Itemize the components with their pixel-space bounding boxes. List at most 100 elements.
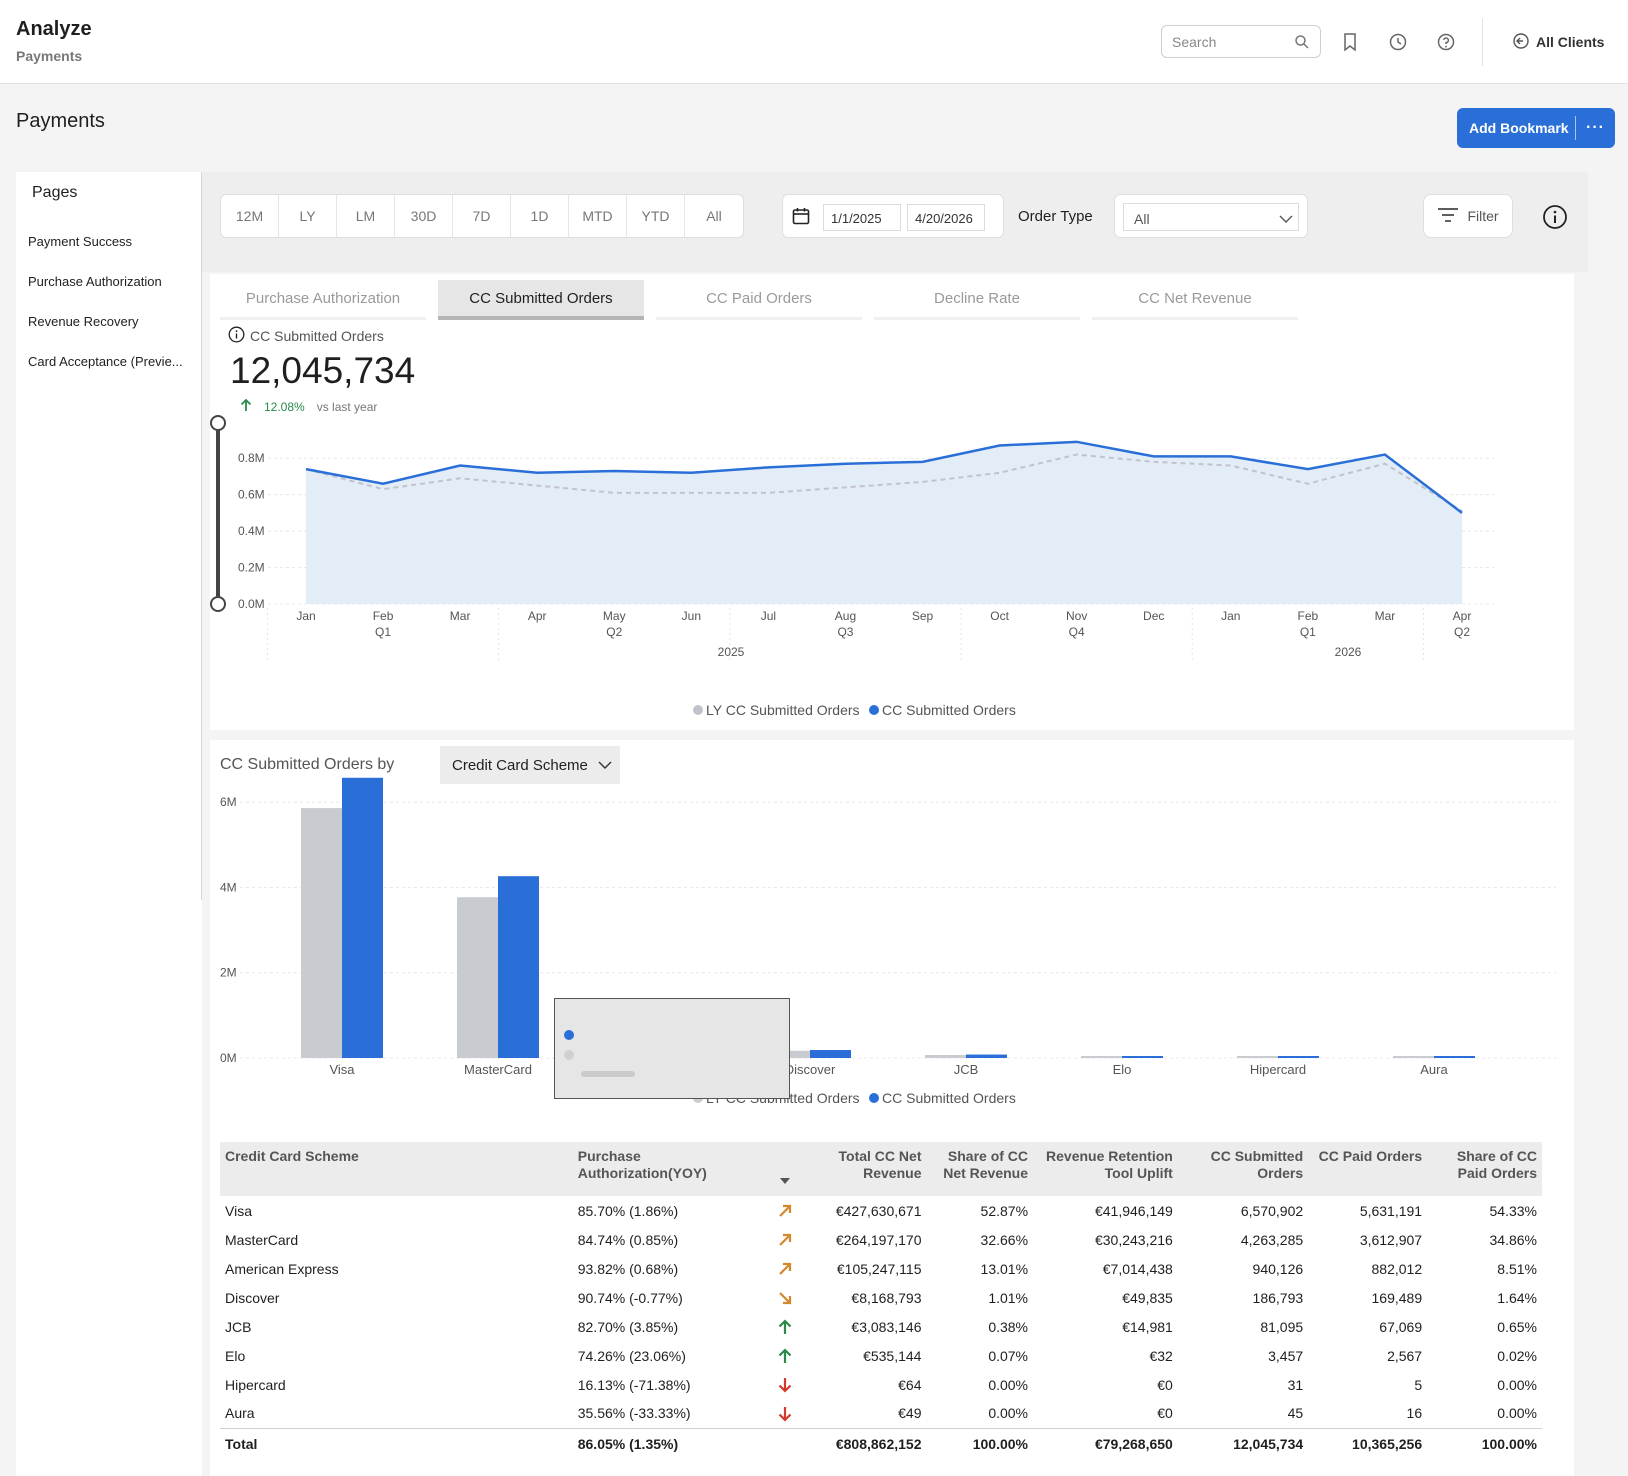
x-tick-label: Dec — [1143, 609, 1164, 623]
table-row[interactable]: Hipercard 16.13% (-71.38%) €64 0.00% €0 31 5 0.… — [220, 1370, 1542, 1399]
tooltip-blurred-text — [581, 1071, 635, 1077]
legend-current-label: CC Submitted Orders — [882, 702, 1016, 718]
arrow-up-icon — [240, 398, 252, 415]
bar-current[interactable] — [1122, 1056, 1163, 1058]
table-row[interactable]: American Express 93.82% (0.68%) €105,247,1… — [220, 1254, 1542, 1283]
info-icon[interactable] — [1542, 204, 1568, 235]
all-clients-button[interactable]: All Clients — [1512, 30, 1604, 54]
tab-cc-submitted-orders[interactable]: CC Submitted Orders — [438, 280, 644, 320]
tab-cc-net-revenue[interactable]: CC Net Revenue — [1092, 280, 1298, 320]
bar-current[interactable] — [1434, 1056, 1475, 1058]
search-icon[interactable] — [1294, 34, 1310, 55]
bar-current[interactable] — [498, 876, 539, 1058]
total-uplift: €79,268,650 — [1033, 1427, 1178, 1460]
tab-cc-paid-orders[interactable]: CC Paid Orders — [656, 280, 862, 320]
period-12m-button[interactable]: 12M — [221, 195, 279, 237]
period-ly-button[interactable]: LY — [279, 195, 337, 237]
cell-net-revenue: €427,630,671 — [835, 1202, 922, 1219]
column-header-uplift[interactable]: Revenue Retention Tool Uplift — [1033, 1142, 1178, 1196]
total-net-revenue: €808,862,152 — [805, 1427, 927, 1460]
cell-uplift: €32 — [1149, 1347, 1173, 1364]
cell-net-revenue: €3,083,146 — [851, 1318, 922, 1335]
column-header-net-revenue[interactable]: Total CC Net Revenue — [805, 1142, 927, 1196]
x-category-label: Visa — [329, 1062, 355, 1077]
column-header-paid[interactable]: CC Paid Orders — [1308, 1142, 1428, 1196]
period-mtd-button[interactable]: MTD — [569, 195, 627, 237]
cell-scheme: Elo — [225, 1347, 246, 1364]
period-lm-button[interactable]: LM — [337, 195, 395, 237]
cell-uplift: €7,014,438 — [1102, 1260, 1173, 1277]
x-tick-label: Apr — [1453, 609, 1472, 623]
table-header-row: Credit Card Scheme Purchase Authorizatio… — [220, 1142, 1542, 1196]
bar-current[interactable] — [342, 777, 383, 1058]
calendar-icon[interactable] — [791, 206, 811, 231]
bar-ly[interactable] — [301, 808, 342, 1058]
period-ytd-button[interactable]: YTD — [627, 195, 685, 237]
order-type-select[interactable]: All — [1114, 194, 1308, 238]
x-quarter-label: Q1 — [375, 625, 391, 639]
dimension-value: Credit Card Scheme — [452, 756, 588, 774]
column-header-trend[interactable] — [764, 1142, 806, 1196]
kpi-info-icon[interactable] — [228, 326, 245, 346]
bar-current[interactable] — [810, 1050, 851, 1058]
x-quarter-label: Q1 — [1300, 625, 1316, 639]
filter-button[interactable]: Filter — [1423, 194, 1513, 238]
bar-ly[interactable] — [457, 897, 498, 1058]
cell-share-revenue: 1.01% — [988, 1289, 1029, 1306]
trend-up-icon — [764, 1341, 805, 1370]
search-input[interactable] — [1172, 32, 1292, 52]
table-row[interactable]: Discover 90.74% (-0.77%) €8,168,793 1.01% €4… — [220, 1283, 1542, 1312]
column-header-share-paid[interactable]: Share of CC Paid Orders — [1427, 1142, 1542, 1196]
table-row[interactable]: Elo 74.26% (23.06%) €535,144 0.07% €32 3,457 2… — [220, 1341, 1542, 1370]
column-header-auth[interactable]: Purchase Authorization(YOY) — [572, 1142, 765, 1196]
period-1d-button[interactable]: 1D — [511, 195, 569, 237]
bar-current[interactable] — [1278, 1056, 1319, 1058]
sidebar-item-purchase-authorization[interactable]: Purchase Authorization — [28, 274, 162, 289]
search-box[interactable] — [1161, 25, 1321, 58]
column-header-scheme[interactable]: Credit Card Scheme — [220, 1142, 573, 1196]
sidebar-item-card-acceptance[interactable]: Card Acceptance (Previe... — [28, 354, 183, 369]
bar-current[interactable] — [966, 1054, 1007, 1058]
period-all-button[interactable]: All — [706, 208, 722, 224]
trend-up-right-icon — [764, 1254, 805, 1283]
cell-share-paid: 0.02% — [1497, 1347, 1537, 1364]
start-date-input[interactable]: 1/1/2025 — [823, 204, 901, 231]
kpi-value: 12,045,734 — [230, 350, 416, 391]
period-30d-button[interactable]: 30D — [395, 195, 453, 237]
tab-purchase-authorization[interactable]: Purchase Authorization — [220, 280, 426, 320]
more-options-button[interactable]: ··· — [1586, 119, 1605, 136]
sidebar-item-revenue-recovery[interactable]: Revenue Recovery — [28, 314, 139, 329]
dimension-select[interactable]: Credit Card Scheme — [440, 746, 620, 784]
table-row[interactable]: JCB 82.70% (3.85%) €3,083,146 0.38% €14,981 8… — [220, 1312, 1542, 1341]
bar-ly[interactable] — [1081, 1056, 1122, 1058]
column-header-submitted[interactable]: CC Submitted Orders — [1177, 1142, 1309, 1196]
column-header-share-revenue[interactable]: Share of CC Net Revenue — [926, 1142, 1034, 1196]
cell-scheme: JCB — [225, 1318, 252, 1335]
help-icon[interactable] — [1434, 30, 1458, 54]
sidebar-item-payment-success[interactable]: Payment Success — [28, 234, 133, 249]
table-row[interactable]: Visa 85.70% (1.86%) €427,630,671 52.87% €41,… — [220, 1196, 1542, 1225]
range-slider-handle-bottom[interactable] — [210, 596, 226, 612]
table-row[interactable]: Aura 35.56% (-33.33%) €49 0.00% €0 45 16 0.00% — [220, 1399, 1542, 1428]
line-chart: 0.0M 0.2M 0.4M 0.6M 0.8M Jan Feb Q1 Mar Apr May Q2 J… — [210, 415, 1494, 718]
x-tick-label: Sep — [912, 609, 934, 623]
cell-auth: 93.82% (0.68%) — [577, 1260, 679, 1277]
cell-paid: 882,012 — [1371, 1260, 1423, 1277]
bar-ly[interactable] — [925, 1055, 966, 1058]
trend-down-icon — [764, 1370, 805, 1399]
table-row[interactable]: MasterCard 84.74% (0.85%) €264,197,170 32.6… — [220, 1225, 1542, 1254]
bar-ly[interactable] — [1237, 1056, 1278, 1058]
add-bookmark-button[interactable]: Add Bookmark ··· — [1457, 108, 1615, 148]
end-date-input[interactable]: 4/20/2026 — [907, 204, 985, 231]
tab-decline-rate[interactable]: Decline Rate — [874, 280, 1080, 320]
legend-current-dot — [869, 1093, 879, 1103]
cell-uplift: €49,835 — [1122, 1289, 1173, 1306]
tooltip-ly-dot — [564, 1050, 574, 1060]
range-slider-handle-top[interactable] — [210, 415, 226, 431]
bar-ly[interactable] — [1393, 1056, 1434, 1058]
sort-desc-icon[interactable] — [779, 1178, 790, 1184]
total-share-paid: 100.00% — [1427, 1427, 1542, 1460]
bookmark-icon[interactable] — [1338, 30, 1362, 54]
period-7d-button[interactable]: 7D — [453, 195, 511, 237]
history-icon[interactable] — [1386, 30, 1410, 54]
